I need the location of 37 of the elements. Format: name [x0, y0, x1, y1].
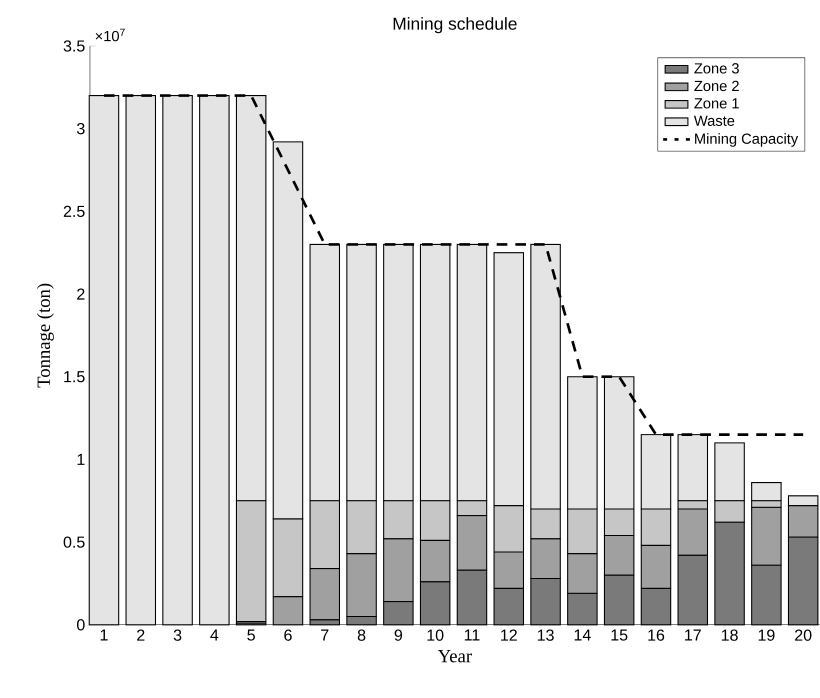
x-tick-label: 15 — [611, 630, 628, 641]
x-tick-label: 13 — [538, 630, 554, 641]
x-tick-label: 12 — [501, 630, 517, 641]
x-tick-label: 1 — [100, 630, 108, 641]
y-tick-label: 2.5 — [64, 206, 85, 218]
x-tick-label: 16 — [648, 630, 664, 641]
y-tick-label: 0.5 — [64, 536, 85, 548]
y-tick-label: 2 — [77, 288, 84, 300]
x-tick-label: 8 — [358, 630, 366, 641]
y-tick-label: 1 — [78, 454, 84, 466]
x-axis-title: Year — [438, 650, 472, 662]
y-tick-label: 0 — [76, 619, 85, 631]
y-tick-label: 1.5 — [64, 371, 85, 382]
chart-title: Mining schedule — [394, 17, 517, 34]
text: ×10$^{7}$ — [96, 28, 125, 42]
y-tick-label: 3 — [76, 123, 85, 134]
x-tick-label: 4 — [210, 630, 218, 641]
legend-label: Zone 2 — [694, 80, 739, 92]
legend-label: Zone 3 — [694, 63, 739, 74]
x-tick-label: 11 — [464, 630, 480, 641]
x-tick-label: 14 — [574, 630, 591, 641]
x-tick-label: 5 — [247, 630, 255, 641]
x-tick-label: 6 — [284, 630, 292, 641]
y-axis-title: Tonnage (ton) — [36, 284, 54, 388]
x-tick-label: 18 — [722, 630, 738, 641]
y-tick-label: 3.5 — [64, 40, 85, 52]
x-tick-label: 3 — [174, 630, 182, 641]
x-tick-label: 20 — [795, 630, 812, 641]
x-tick-label: 7 — [321, 630, 328, 641]
legend-label: Zone 1 — [694, 98, 739, 109]
x-tick-label: 10 — [427, 630, 444, 641]
legend-label: Waste — [694, 116, 734, 126]
x-tick-label: 2 — [137, 630, 144, 641]
x-tick-label: 9 — [394, 630, 402, 641]
legend-label: Mining Capacity — [695, 133, 798, 147]
x-tick-label: 19 — [758, 630, 775, 641]
x-tick-label: 17 — [685, 630, 701, 641]
